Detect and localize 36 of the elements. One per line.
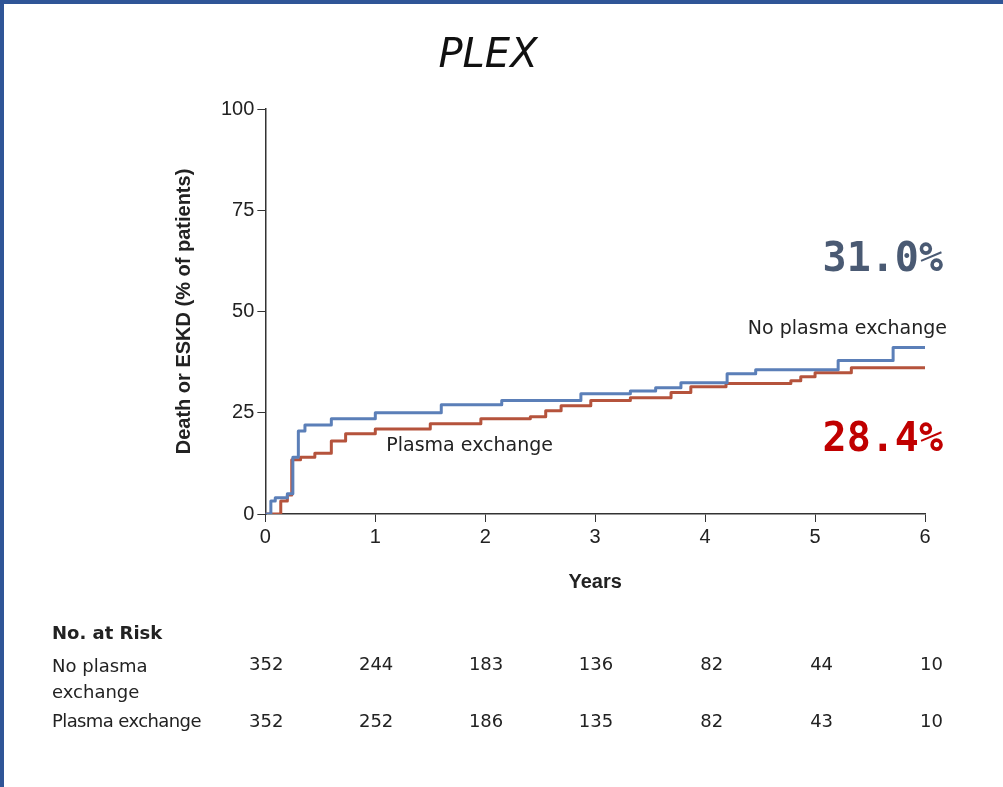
text: 352 <box>248 653 284 674</box>
text: 352 <box>248 710 284 731</box>
x-tick-label: 2 <box>479 524 491 547</box>
x-tick-label: 5 <box>809 524 821 547</box>
x-tick-label: 4 <box>699 524 711 547</box>
y-tick-label: 50 <box>232 299 255 322</box>
text: 82 <box>699 653 724 674</box>
text: 136 <box>577 653 614 674</box>
text: 10 <box>919 710 943 731</box>
annotation: 31.0% <box>822 234 943 280</box>
y-tick-label: 25 <box>232 400 255 423</box>
text: 10 <box>919 653 943 674</box>
x-tick-label: 1 <box>369 524 381 547</box>
text: 43 <box>809 710 834 731</box>
text: 186 <box>467 710 504 731</box>
text: Plasma exchange <box>52 710 201 731</box>
x-tick-label: 6 <box>919 524 931 547</box>
text: 135 <box>577 710 614 731</box>
annotation: 28.4% <box>822 414 943 461</box>
x-tick-label: 3 <box>589 524 601 547</box>
chart-title: PLEX <box>437 30 539 76</box>
text: 252 <box>357 710 394 731</box>
x-tick-label: 0 <box>259 524 271 547</box>
y-tick-label: 100 <box>220 96 255 119</box>
series-label: No plasma exchange <box>747 315 947 338</box>
x-axis-title: Years <box>568 569 622 592</box>
text: 244 <box>357 653 394 674</box>
text: No. at Risk <box>52 622 163 643</box>
text: 44 <box>809 653 834 674</box>
y-axis-title: Death or ESKD (% of patients) <box>171 168 194 455</box>
y-tick-label: 75 <box>232 197 255 220</box>
series-label: Plasma exchange <box>386 432 553 455</box>
text: No plasma exchange <box>52 654 149 704</box>
y-tick-label: 0 <box>243 501 255 524</box>
text: 183 <box>467 653 504 674</box>
text: 82 <box>699 710 724 731</box>
